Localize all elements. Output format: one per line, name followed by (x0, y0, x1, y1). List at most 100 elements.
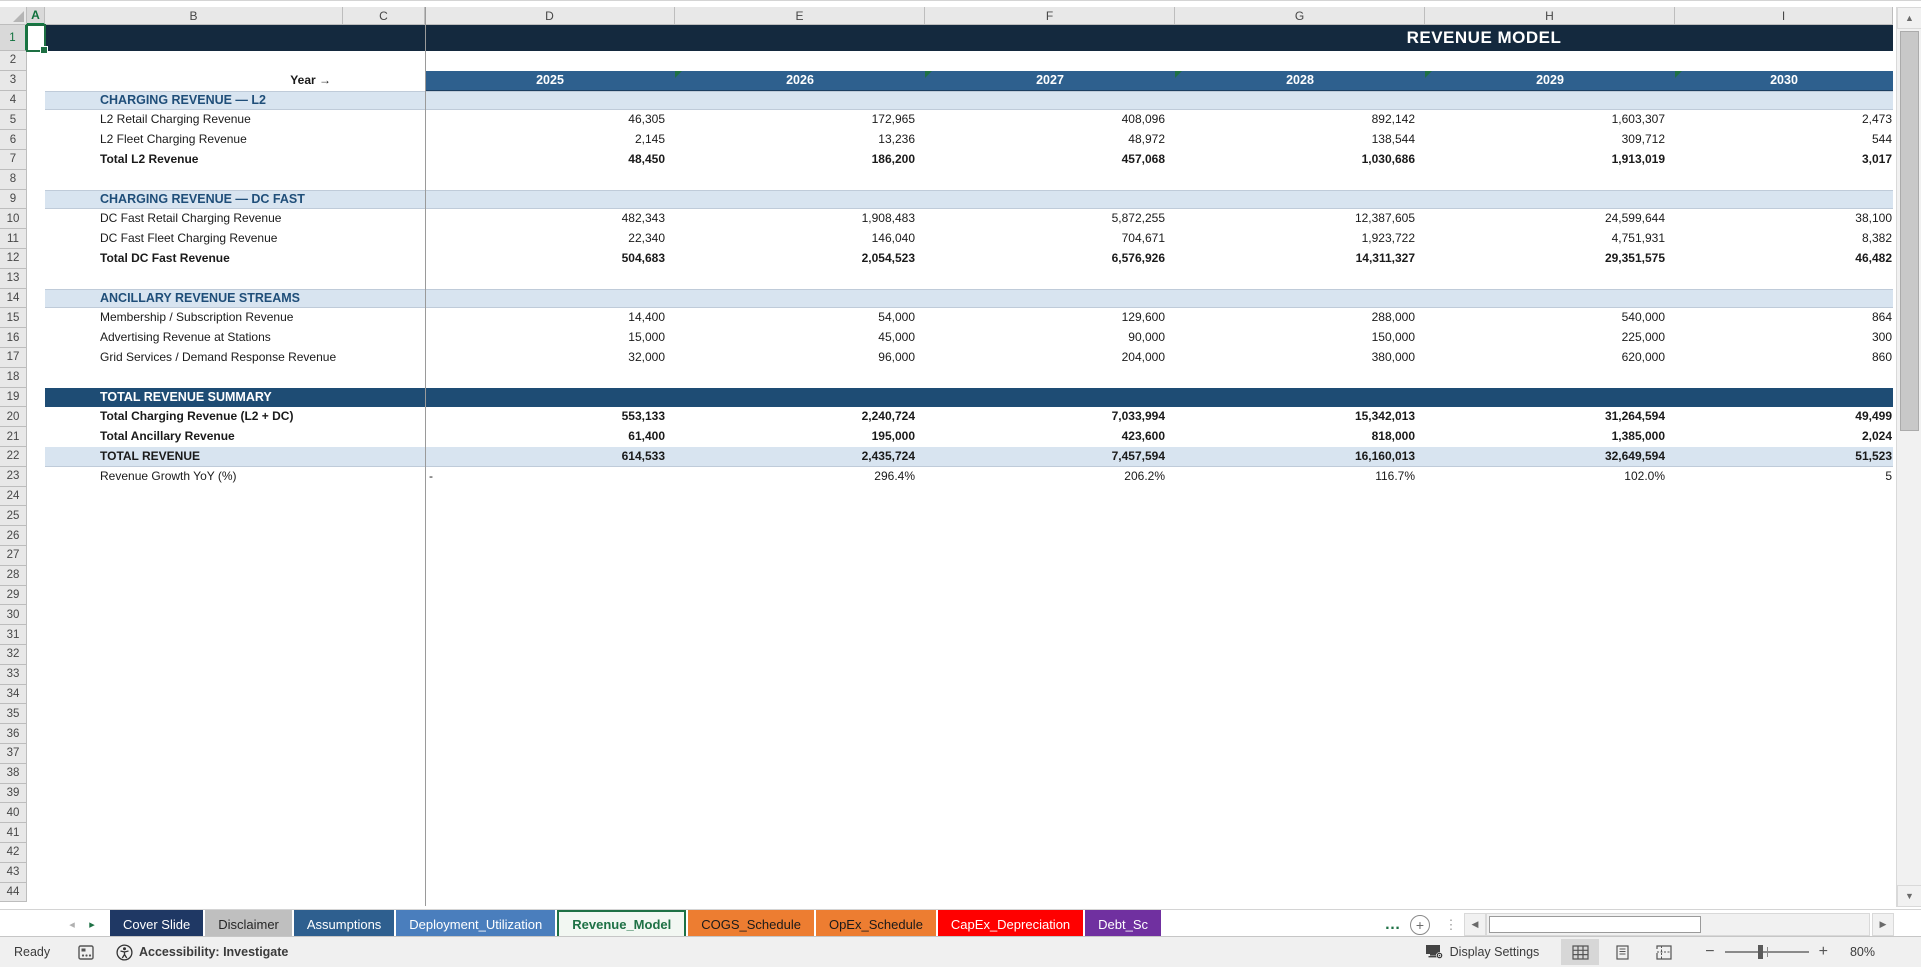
cell-value[interactable]: 544 (1871, 132, 1892, 147)
cell-value[interactable]: 29,351,575 (1604, 251, 1665, 265)
cell-value[interactable]: 206.2% (1124, 468, 1165, 483)
row-label[interactable]: Total DC Fast Revenue (100, 251, 230, 265)
row-header-23[interactable]: 23 (0, 466, 27, 487)
cell-value[interactable]: 380,000 (1371, 350, 1415, 364)
cell-value[interactable]: 2,024 (1861, 429, 1892, 444)
hscroll-left-button[interactable]: ◀ (1464, 913, 1486, 936)
row-header-5[interactable]: 5 (0, 110, 27, 131)
row-header-9[interactable]: 9 (0, 189, 27, 210)
cell-value[interactable]: 2,435,724 (861, 449, 915, 463)
row-header-18[interactable]: 18 (0, 367, 27, 388)
cell-value[interactable]: 22,340 (628, 231, 665, 246)
sheet-tab-assumptions[interactable]: Assumptions (293, 910, 395, 939)
cell-value[interactable]: 45,000 (878, 330, 915, 345)
scroll-up-button[interactable]: ▲ (1897, 7, 1921, 29)
select-all-button[interactable] (0, 7, 27, 25)
cell-value[interactable]: 704,671 (1121, 231, 1165, 246)
column-header-H[interactable]: H (1425, 7, 1675, 25)
summary-band[interactable] (45, 387, 1893, 408)
cell-value[interactable]: 553,133 (621, 409, 665, 424)
row-header-36[interactable]: 36 (0, 724, 27, 744)
cell-value[interactable]: 892,142 (1371, 112, 1415, 127)
row-label[interactable]: DC Fast Fleet Charging Revenue (100, 231, 278, 246)
column-header-C[interactable]: C (343, 7, 425, 25)
cell-value[interactable]: 1,030,686 (1361, 152, 1415, 166)
column-header-A[interactable]: A (27, 7, 45, 25)
column-header-I[interactable]: I (1675, 7, 1893, 25)
cell-value[interactable]: 2,240,724 (861, 409, 915, 424)
sheet-tab-disclaimer[interactable]: Disclaimer (205, 910, 292, 939)
column-header-D[interactable]: D (425, 7, 675, 25)
year-header-2030[interactable]: 2030 (1675, 70, 1893, 91)
vertical-scroll-thumb[interactable] (1900, 31, 1919, 431)
row-header-20[interactable]: 20 (0, 407, 27, 428)
row-header-1[interactable]: 1 (0, 25, 27, 51)
sheet-tab-opex-schedule[interactable]: OpEx_Schedule (815, 910, 936, 939)
year-header-2028[interactable]: 2028 (1175, 70, 1425, 91)
cell-value[interactable]: 204,000 (1121, 350, 1165, 364)
tab-overflow-ellipsis[interactable]: … (1384, 915, 1402, 933)
page-break-preview-button[interactable] (1645, 939, 1683, 965)
sheet-tab-cogs-schedule[interactable]: COGS_Schedule (688, 910, 814, 939)
cell-value[interactable]: 4,751,931 (1611, 231, 1665, 246)
row-header-2[interactable]: 2 (0, 51, 27, 71)
cell-value[interactable]: 16,160,013 (1354, 449, 1415, 463)
row-header-14[interactable]: 14 (0, 288, 27, 309)
cell-value[interactable]: 186,200 (871, 152, 915, 166)
year-header-2027[interactable]: 2027 (925, 70, 1175, 91)
row-header-37[interactable]: 37 (0, 744, 27, 764)
cell-value[interactable]: 96,000 (878, 350, 915, 364)
vertical-scrollbar[interactable]: ▲ ▼ (1896, 7, 1921, 907)
cell-value[interactable]: 2,054,523 (861, 251, 915, 265)
cell-value[interactable]: 309,712 (1621, 132, 1665, 147)
row-header-6[interactable]: 6 (0, 130, 27, 150)
cell-value[interactable]: 31,264,594 (1604, 409, 1665, 424)
cell-value[interactable]: 1,908,483 (861, 211, 915, 226)
zoom-out-button[interactable]: − (1705, 943, 1715, 960)
row-label[interactable]: Total L2 Revenue (100, 152, 199, 166)
cell-value[interactable]: 90,000 (1128, 330, 1165, 345)
cell-value[interactable]: 860 (1871, 350, 1892, 364)
cell-value[interactable]: 6,576,926 (1111, 251, 1165, 265)
zoom-slider-track[interactable] (1724, 945, 1809, 959)
column-header-E[interactable]: E (675, 7, 925, 25)
hscroll-right-button[interactable]: ▶ (1872, 913, 1894, 936)
row-header-24[interactable]: 24 (0, 486, 27, 507)
zoom-percentage[interactable]: 80% (1849, 945, 1875, 959)
row-header-39[interactable]: 39 (0, 783, 27, 804)
section-band[interactable] (45, 189, 1893, 210)
row-header-8[interactable]: 8 (0, 169, 27, 190)
cell-value[interactable]: 24,599,644 (1604, 211, 1665, 226)
row-header-7[interactable]: 7 (0, 150, 27, 170)
row-label[interactable]: Revenue Growth YoY (%) (100, 468, 237, 483)
cell-value[interactable]: 14,311,327 (1355, 251, 1415, 265)
cell-value[interactable]: 2,145 (634, 132, 665, 147)
cell-value[interactable]: 46,305 (628, 112, 665, 127)
zoom-in-button[interactable]: + (1818, 943, 1828, 960)
row-label[interactable]: Total Ancillary Revenue (100, 429, 235, 444)
row-header-25[interactable]: 25 (0, 506, 27, 527)
cell-value[interactable]: 138,544 (1371, 132, 1415, 147)
row-header-35[interactable]: 35 (0, 704, 27, 725)
cell-value[interactable]: 614,533 (621, 449, 665, 463)
year-header-2025[interactable]: 2025 (425, 70, 675, 91)
normal-view-button[interactable] (1561, 939, 1600, 965)
cell-value[interactable]: 864 (1871, 310, 1892, 325)
row-header-32[interactable]: 32 (0, 645, 27, 665)
column-header-B[interactable]: B (45, 7, 343, 25)
accessibility-status[interactable]: Accessibility: Investigate (116, 937, 288, 967)
section-band[interactable] (45, 288, 1893, 309)
cell-value[interactable]: 129,600 (1121, 310, 1165, 325)
row-header-22[interactable]: 22 (0, 447, 27, 467)
cell-value[interactable]: 818,000 (1371, 429, 1415, 444)
cell-value[interactable]: 5,872,255 (1111, 211, 1165, 226)
cell-value[interactable]: 482,343 (621, 211, 665, 226)
cell-value[interactable]: 15,342,013 (1354, 409, 1415, 424)
row-header-44[interactable]: 44 (0, 882, 27, 903)
cell-value[interactable]: 620,000 (1621, 350, 1665, 364)
cell-value[interactable]: 300 (1871, 330, 1892, 345)
row-header-30[interactable]: 30 (0, 605, 27, 626)
cell-value[interactable]: 49,499 (1855, 409, 1892, 424)
cell-value[interactable]: 48,450 (628, 152, 665, 166)
column-header-F[interactable]: F (925, 7, 1175, 25)
